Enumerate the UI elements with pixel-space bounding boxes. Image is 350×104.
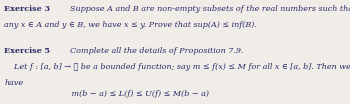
- Text: Let f : [a, b] → ℝ be a bounded function; say m ≤ f(x) ≤ M for all x ∈ [a, b]. T: Let f : [a, b] → ℝ be a bounded function…: [4, 63, 350, 71]
- Text: m(b − a) ≤ L(f) ≤ U(f) ≤ M(b − a): m(b − a) ≤ L(f) ≤ U(f) ≤ M(b − a): [4, 90, 209, 98]
- Text: Exercise 3: Exercise 3: [4, 5, 50, 13]
- Text: have: have: [4, 79, 23, 87]
- Text: Suppose A and B are non-empty subsets of the real numbers such that for: Suppose A and B are non-empty subsets of…: [50, 5, 350, 13]
- Text: Exercise 5: Exercise 5: [4, 47, 50, 55]
- Text: Complete all the details of Proposition 7.9.: Complete all the details of Proposition …: [50, 47, 244, 55]
- Text: any x ∈ A and y ∈ B, we have x ≤ y. Prove that sup(A) ≤ inf(B).: any x ∈ A and y ∈ B, we have x ≤ y. Prov…: [4, 21, 257, 29]
